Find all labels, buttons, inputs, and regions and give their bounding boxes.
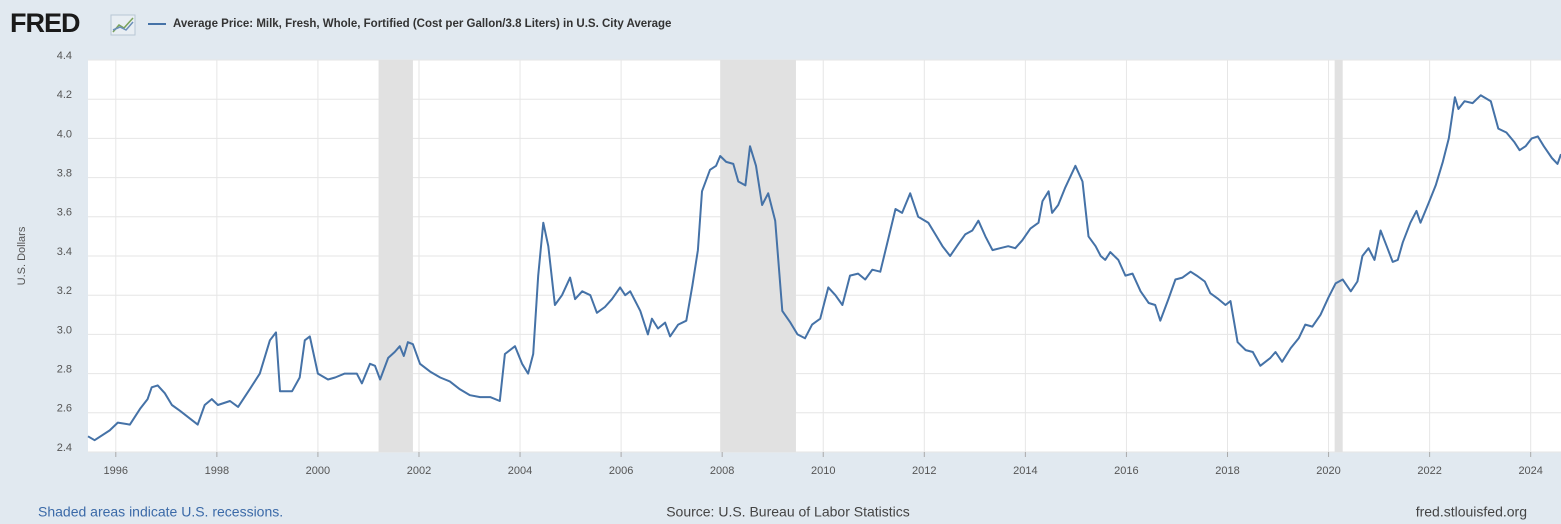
x-tick-label: 2004 [508,465,532,477]
x-tick-label: 2022 [1417,465,1441,477]
site: fred.stlouisfed.org [1416,504,1527,520]
y-tick-label: 4.2 [57,89,72,101]
x-tick-label: 2016 [1114,465,1138,477]
y-tick-label: 2.8 [57,364,72,376]
y-tick-label: 3.8 [57,168,72,180]
logo-icon [110,14,136,36]
x-tick-label: 2002 [407,465,431,477]
y-tick-label: 2.4 [57,442,72,454]
data-line [87,94,1561,442]
y-tick-label: 3.6 [57,207,72,219]
x-tick-label: 2020 [1316,465,1340,477]
y-tick-label: 3.4 [57,246,72,258]
recession-band [378,60,413,452]
recession-band [720,60,796,452]
y-tick-label: 4.4 [57,50,72,62]
x-tick-label: 2018 [1215,465,1239,477]
x-tick-label: 1996 [104,465,128,477]
recession-band [1334,60,1343,452]
y-tick-label: 3.0 [57,324,72,336]
plot-layer [88,59,1561,453]
y-tick-label: 4.0 [57,128,72,140]
x-tick-label: 1998 [205,465,229,477]
y-tick-label: 2.6 [57,403,72,415]
x-tick-label: 2010 [811,465,835,477]
legend-label: Average Price: Milk, Fresh, Whole, Forti… [173,18,671,30]
logo: FRED [10,8,80,38]
source: Source: U.S. Bureau of Labor Statistics [666,504,910,520]
x-tick-label: 2012 [912,465,936,477]
y-tick-label: 3.2 [57,285,72,297]
x-tick-label: 2024 [1518,465,1542,477]
y-axis-label: U.S. Dollars [16,226,28,285]
x-tick-label: 2008 [710,465,734,477]
x-tick-label: 2014 [1013,465,1037,477]
recession-note: Shaded areas indicate U.S. recessions. [38,504,283,520]
x-tick-label: 2000 [306,465,330,477]
x-tick-label: 2006 [609,465,633,477]
